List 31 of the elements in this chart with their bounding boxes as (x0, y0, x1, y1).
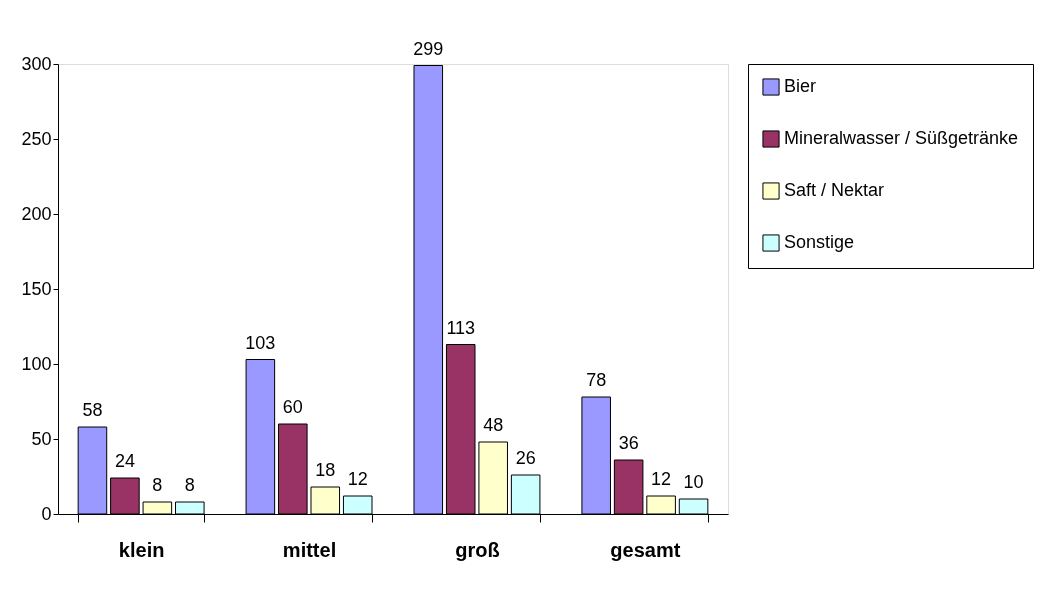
legend-label: Bier (784, 76, 817, 96)
x-tick-label: groß (455, 538, 500, 561)
data-label: 58 (82, 400, 103, 420)
data-label: 299 (413, 38, 444, 59)
data-label: 8 (184, 475, 195, 495)
data-label: 24 (114, 451, 135, 471)
data-label: 12 (347, 469, 368, 489)
y-tick-label: 250 (21, 128, 52, 149)
data-label: 26 (515, 448, 536, 468)
legend-label: Mineralwasser / Süßgetränke (784, 128, 1019, 148)
data-label: 48 (483, 415, 504, 435)
data-label: 18 (315, 460, 336, 480)
data-label: 78 (586, 370, 607, 390)
x-tick-label: mittel (282, 538, 337, 561)
data-label: 12 (651, 469, 672, 489)
y-tick-label: 50 (31, 428, 52, 449)
x-tick-label: klein (118, 538, 165, 561)
y-tick-label: 100 (21, 353, 52, 374)
data-label: 113 (446, 317, 476, 338)
data-label: 103 (245, 332, 276, 353)
data-label: 10 (683, 472, 704, 492)
legend-label: Sonstige (784, 232, 855, 252)
y-tick-label: 200 (21, 203, 52, 224)
data-label: 36 (618, 433, 639, 453)
legend-label: Saft / Nektar (784, 180, 885, 200)
x-tick-label: gesamt (610, 538, 681, 561)
data-label: 8 (152, 475, 163, 495)
y-tick-label: 0 (41, 503, 52, 524)
data-label: 60 (282, 397, 303, 417)
y-tick-label: 150 (21, 278, 52, 299)
y-tick-label: 300 (21, 53, 52, 74)
